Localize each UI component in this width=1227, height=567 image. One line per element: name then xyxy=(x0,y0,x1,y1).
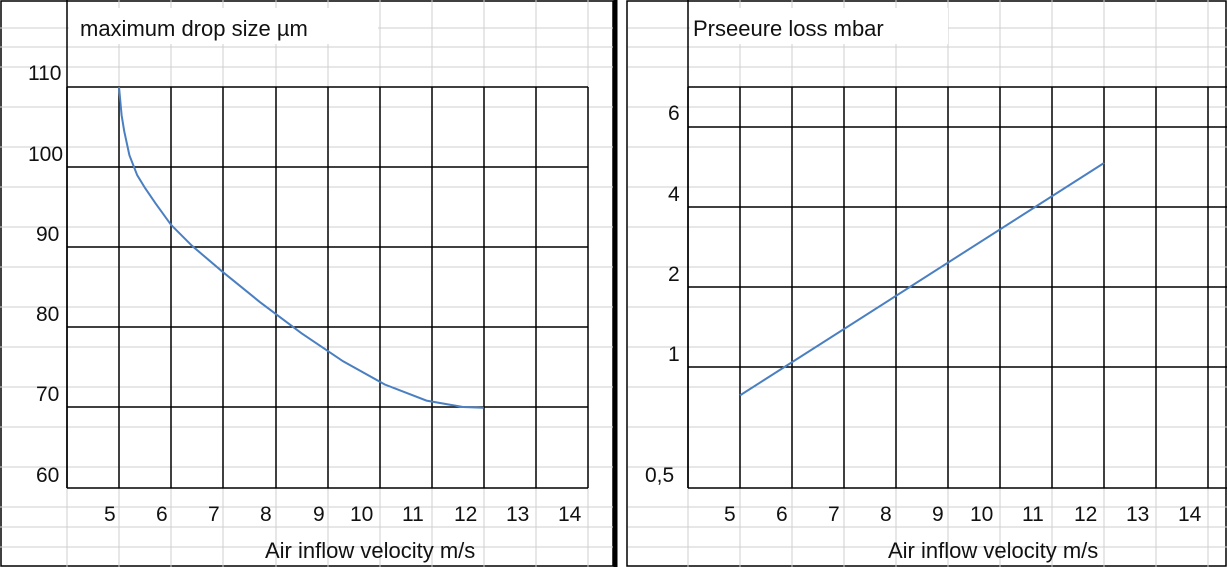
right-y-tick: 0,5 xyxy=(645,464,674,487)
left-x-tick: 5 xyxy=(104,503,116,526)
right-title-bg xyxy=(690,8,948,44)
right-x-tick: 5 xyxy=(724,503,736,526)
right-x-axis-title: Air inflow velocity m/s xyxy=(888,538,1098,563)
left-x-tick: 10 xyxy=(350,503,373,526)
right-series-line xyxy=(739,162,1105,397)
right-y-tick: 1 xyxy=(668,343,680,366)
right-x-tick: 6 xyxy=(776,503,788,526)
right-chart-title: Prseeure loss mbar xyxy=(693,16,884,41)
right-x-tick: 9 xyxy=(932,503,944,526)
left-panel-frame xyxy=(0,0,614,567)
right-x-tick: 11 xyxy=(1022,503,1044,526)
right-x-tick: 13 xyxy=(1126,503,1149,526)
right-major-grid xyxy=(687,86,1227,488)
left-minor-grid xyxy=(0,0,613,567)
left-x-tick: 9 xyxy=(313,503,325,526)
left-y-tick: 80 xyxy=(36,303,59,326)
right-x-tick: 8 xyxy=(880,503,892,526)
left-x-tick: 7 xyxy=(208,503,220,526)
left-x-tick: 11 xyxy=(402,503,424,526)
left-y-tick: 60 xyxy=(36,464,59,487)
left-y-tick: 90 xyxy=(36,223,59,246)
right-x-tick: 12 xyxy=(1074,503,1097,526)
right-y-tick: 4 xyxy=(668,183,680,206)
left-y-tick: 70 xyxy=(36,383,59,406)
left-chart-title: maximum drop size µm xyxy=(80,16,308,41)
right-x-tick: 14 xyxy=(1178,503,1202,526)
left-series-line xyxy=(118,86,484,409)
right-x-tick: 10 xyxy=(970,503,993,526)
left-x-tick: 14 xyxy=(558,503,582,526)
right-panel-frame xyxy=(626,0,1227,567)
right-y-tick: 2 xyxy=(668,263,680,286)
left-x-tick: 8 xyxy=(260,503,272,526)
left-y-tick: 100 xyxy=(28,143,63,166)
left-x-tick: 12 xyxy=(454,503,477,526)
left-y-tick: 110 xyxy=(28,62,61,85)
left-x-tick: 13 xyxy=(506,503,529,526)
right-minor-grid xyxy=(628,0,1227,567)
right-chart: Prseeure loss mbar 6 4 2 1 0,5 5 6 7 8 9… xyxy=(628,0,1227,567)
left-x-tick: 6 xyxy=(156,503,168,526)
right-x-tick: 7 xyxy=(828,503,840,526)
left-x-axis-title: Air inflow velocity m/s xyxy=(265,538,475,563)
left-chart: maximum drop size µm 110 100 90 80 70 60… xyxy=(0,0,613,567)
left-title-bg xyxy=(69,8,378,44)
right-y-tick: 6 xyxy=(668,102,680,125)
